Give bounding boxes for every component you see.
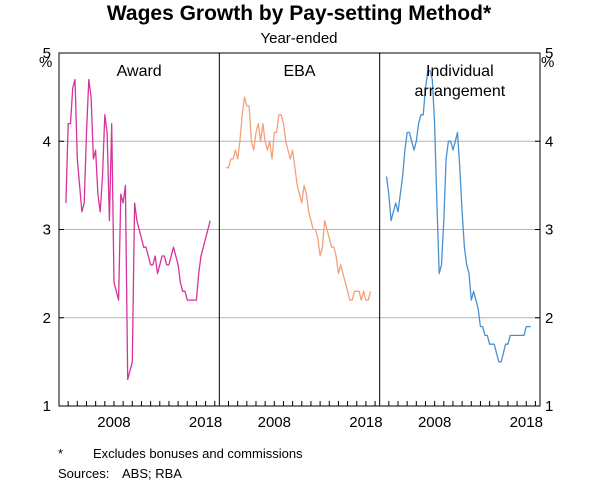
y-tick-label-right: 2 — [545, 310, 553, 327]
chart-title: Wages Growth by Pay-setting Method* — [106, 2, 492, 25]
x-tick-label: 2018 — [349, 414, 382, 431]
sources-text: ABS; RBA — [122, 466, 182, 481]
x-tick-label: 2018 — [189, 414, 222, 431]
series-line-award — [65, 78, 211, 381]
x-tick-label: 2018 — [510, 414, 543, 431]
panel-title: arrangement — [414, 83, 505, 100]
y-tick-label-left: 1 — [43, 398, 51, 415]
footnote-text: Excludes bonuses and commissions — [93, 446, 303, 461]
series-lines — [65, 70, 531, 381]
y-tick-label-right: 3 — [545, 222, 553, 239]
chart-subtitle: Year-ended — [260, 30, 338, 47]
series-line-eba — [226, 96, 372, 301]
series-line-individual-arrangement — [385, 70, 531, 363]
panel-title: EBA — [283, 63, 315, 80]
sources-note: Sources: ABS; RBA — [58, 466, 182, 481]
y-tick-label-left: 2 — [43, 310, 51, 327]
y-tick-label-left: 5 — [43, 45, 51, 62]
x-tick-label: 2008 — [418, 414, 451, 431]
y-tick-label-left: 4 — [43, 133, 51, 150]
axis-labels: 1 1 2 2 3 3 4 4 5 5% % 2008 2018 Award 2008 2018 EBA 2008… — [39, 45, 554, 431]
panel-title: Award — [117, 63, 162, 80]
x-tick-label: 2008 — [258, 414, 291, 431]
y-unit-right: % — [541, 54, 554, 71]
sources-label: Sources: — [58, 466, 110, 481]
plot-frame — [58, 52, 541, 407]
panel-title: Individual — [426, 63, 494, 80]
y-tick-label-left: 3 — [43, 222, 51, 239]
y-tick-label-right: 1 — [545, 398, 553, 415]
footnote-mark: * — [58, 446, 64, 461]
y-tick-label-right: 4 — [545, 133, 553, 150]
footnote: * Excludes bonuses and commissions — [58, 446, 303, 461]
x-tick-label: 2008 — [97, 414, 130, 431]
y-unit-left: % — [39, 54, 52, 71]
y-tick-label-right: 5 — [545, 45, 553, 62]
